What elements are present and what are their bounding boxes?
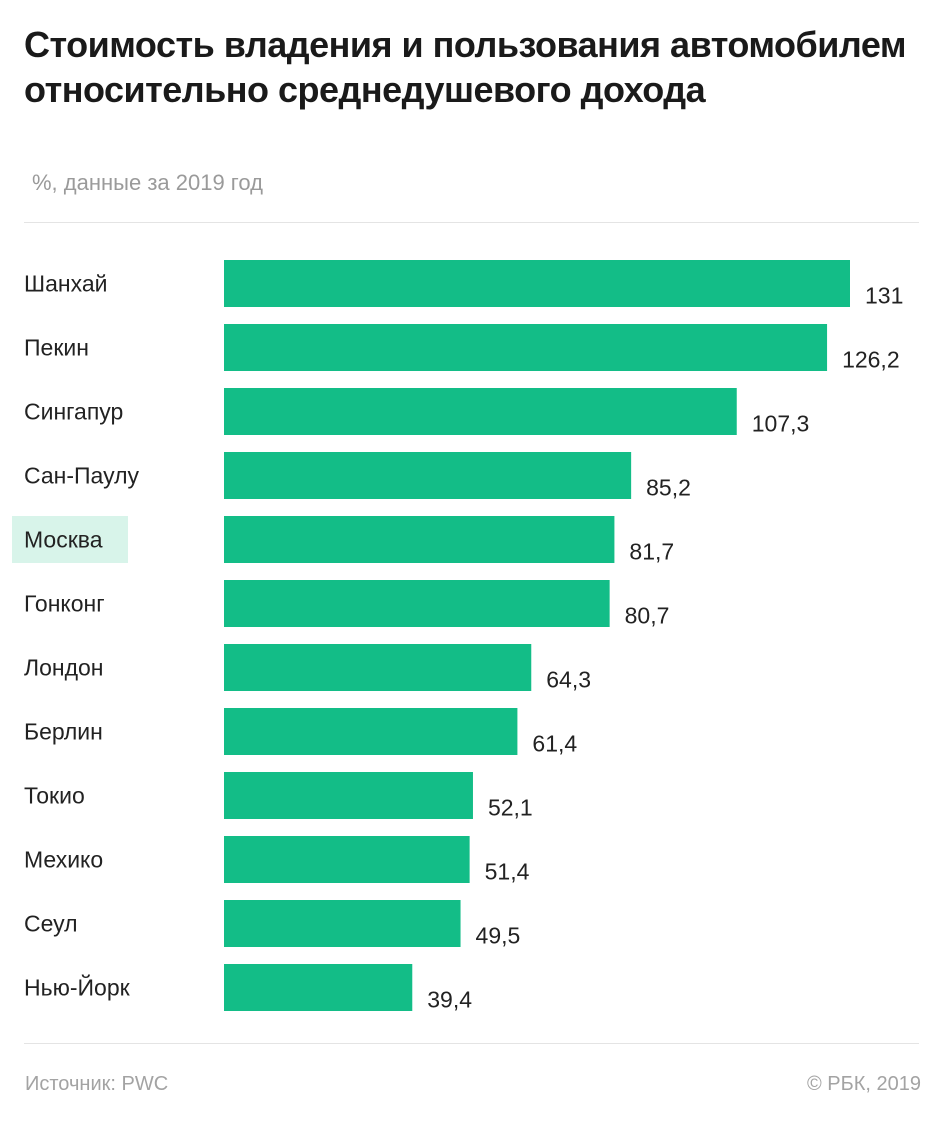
- category-label: Берлин: [24, 719, 103, 745]
- bar-7: [224, 708, 518, 755]
- bar-0: [224, 260, 850, 307]
- category-label: Нью-Йорк: [24, 974, 131, 1001]
- category-label: Сан-Паулу: [24, 463, 140, 489]
- value-label: 81,7: [629, 539, 674, 565]
- source-note: Источник: PWC: [25, 1073, 169, 1095]
- chart-subtitle: %, данные за 2019 год: [32, 170, 263, 195]
- category-label: Сеул: [24, 911, 78, 937]
- category-label: Гонконг: [24, 591, 105, 617]
- top-divider: [24, 222, 919, 223]
- bar-4: [224, 516, 615, 563]
- chart-title: Стоимость владения и пользования автомоб…: [24, 24, 907, 110]
- value-label: 85,2: [646, 475, 691, 501]
- bar-5: [224, 580, 610, 627]
- copyright-note: © РБК, 2019: [806, 1073, 921, 1095]
- value-label: 51,4: [485, 859, 530, 885]
- value-label: 61,4: [532, 731, 577, 757]
- bar-1: [224, 324, 828, 371]
- category-label: Мехико: [24, 847, 103, 873]
- value-label: 39,4: [427, 987, 472, 1013]
- bar-chart: Шанхай 131 Пекин 126,2 Сингапур 107,3 Сан-Паул…: [12, 260, 903, 1013]
- bottom-divider: [24, 1043, 919, 1044]
- category-label: Пекин: [24, 335, 89, 361]
- category-label: Сингапур: [24, 399, 123, 425]
- value-label: 131: [865, 283, 903, 309]
- bar-2: [224, 388, 737, 435]
- value-label: 80,7: [625, 603, 670, 629]
- bar-11: [224, 964, 413, 1011]
- category-label: Шанхай: [24, 271, 107, 297]
- value-label: 126,2: [842, 347, 900, 373]
- bar-3: [224, 452, 632, 499]
- value-label: 107,3: [752, 411, 810, 437]
- bar-10: [224, 900, 461, 947]
- category-label: Москва: [24, 527, 103, 553]
- value-label: 64,3: [546, 667, 591, 693]
- category-label: Лондон: [24, 655, 104, 681]
- value-label: 49,5: [476, 923, 521, 949]
- bar-8: [224, 772, 473, 819]
- value-label: 52,1: [488, 795, 533, 821]
- category-highlight: [12, 516, 128, 563]
- bar-9: [224, 836, 470, 883]
- category-label: Токио: [24, 783, 85, 809]
- bar-6: [224, 644, 532, 691]
